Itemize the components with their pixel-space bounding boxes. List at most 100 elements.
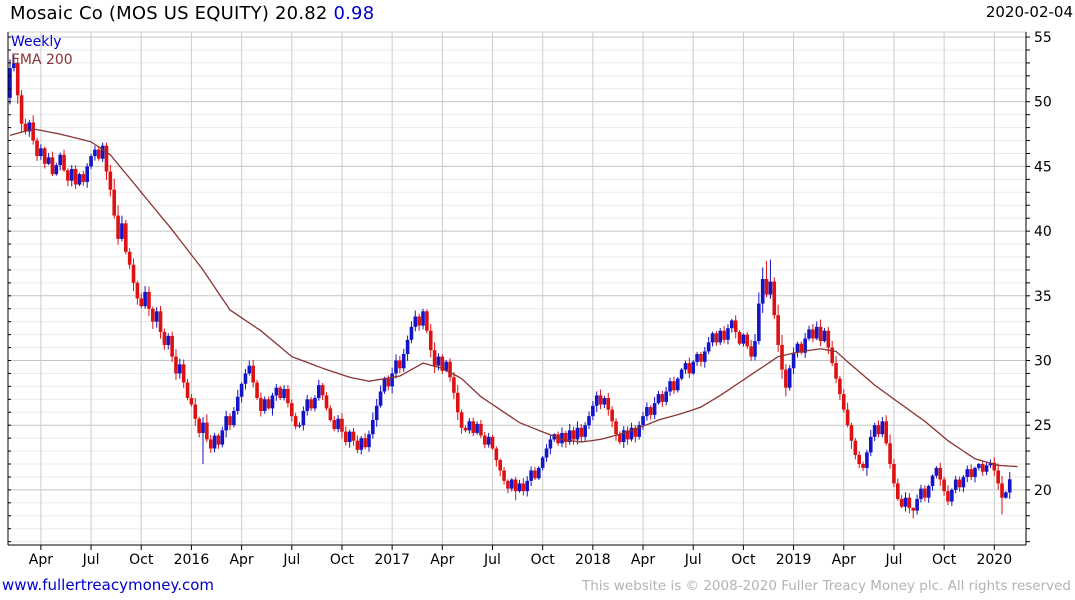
candle-down (899, 498, 904, 507)
candle-down (579, 427, 584, 437)
candle-down (19, 95, 24, 124)
candle-down (1000, 483, 1004, 498)
candle-up (85, 166, 89, 182)
candle-up (679, 369, 684, 379)
candle-down (923, 488, 927, 498)
candle-down (772, 281, 777, 316)
candle-up (977, 464, 981, 468)
candle-up (880, 421, 885, 435)
y-axis-label: 40 (1034, 224, 1052, 240)
candle-down (907, 497, 912, 508)
copyright-text: This website is © 2008-2020 Fuller Treac… (582, 578, 1071, 594)
candle-down (482, 435, 487, 445)
candle-down (849, 425, 854, 441)
candle-up (517, 483, 522, 492)
candle-down (62, 154, 66, 171)
candle-up (587, 416, 591, 426)
candle-up (621, 430, 626, 443)
candle-up (753, 341, 757, 357)
candle-up (371, 420, 375, 435)
candle-down (425, 311, 429, 331)
candle-up (166, 335, 171, 345)
x-axis-label: 2017 (374, 552, 410, 568)
candle-down (571, 430, 576, 440)
candle-down (834, 363, 838, 379)
candle-up (1004, 492, 1008, 498)
candle-up (760, 278, 765, 304)
candle-up (656, 394, 661, 404)
candle-down (259, 398, 263, 411)
candle-down (320, 385, 325, 396)
candle-down (888, 443, 892, 465)
candle-up (965, 469, 970, 477)
candle-up (235, 396, 240, 411)
candle-up (950, 489, 954, 502)
candle-down (946, 491, 950, 502)
candle-down (980, 464, 985, 472)
candle-down (892, 464, 896, 484)
candle-down (15, 62, 20, 96)
candle-up (961, 476, 966, 488)
candle-up (475, 423, 479, 433)
candle-down (733, 320, 738, 333)
candle-up (567, 430, 572, 443)
candle-up (726, 328, 730, 340)
x-axis-label: Oct (731, 552, 756, 568)
candle-down (745, 334, 750, 347)
candle-down (151, 308, 155, 322)
candle-down (448, 361, 452, 378)
candle-up (718, 330, 723, 343)
candle-down (876, 425, 881, 435)
site-link[interactable]: www.fullertreacymoney.com (2, 576, 215, 594)
candle-down (73, 169, 78, 185)
candle-up (903, 497, 908, 507)
candle-down (344, 431, 348, 443)
candle-down (780, 344, 784, 370)
candle-down (722, 330, 726, 340)
candle-down (293, 416, 298, 427)
candle-down (197, 418, 201, 433)
candle-down (181, 364, 186, 383)
candle-down (208, 439, 213, 449)
candle-down (324, 395, 329, 409)
candle-down (266, 399, 271, 409)
candle-up (367, 434, 371, 448)
candle-up (374, 405, 379, 421)
candle-down (463, 427, 468, 431)
candle-down (506, 480, 510, 489)
candle-up (232, 410, 236, 426)
candle-down (170, 335, 174, 357)
candle-up (39, 148, 43, 157)
candle-up (919, 488, 923, 499)
candle-down (996, 470, 1000, 484)
candle-up (602, 398, 607, 405)
y-axis-label: 55 (1034, 30, 1052, 46)
candle-down (533, 470, 537, 479)
candle-down (498, 460, 503, 471)
ema-line (9, 128, 1018, 468)
candle-up (224, 416, 228, 431)
candle-down (286, 388, 290, 404)
candle-up (575, 427, 580, 440)
candle-up (405, 339, 410, 355)
candle-down (479, 423, 483, 436)
candle-down (938, 467, 943, 480)
candle-down (124, 223, 128, 252)
candle-down (853, 440, 858, 455)
candle-down (502, 470, 506, 481)
candle-down (556, 434, 560, 444)
candle-down (104, 145, 109, 172)
candle-up (768, 281, 773, 295)
change-value: 0.98 (333, 3, 375, 24)
candle-down (228, 416, 232, 426)
candle-down (513, 479, 518, 492)
candle-down (139, 298, 144, 307)
candle-up (262, 399, 267, 411)
candle-down (255, 382, 259, 399)
candle-down (564, 432, 568, 443)
x-axis-label: Apr (832, 552, 856, 568)
candle-up (239, 383, 244, 397)
candle-down (818, 326, 823, 342)
